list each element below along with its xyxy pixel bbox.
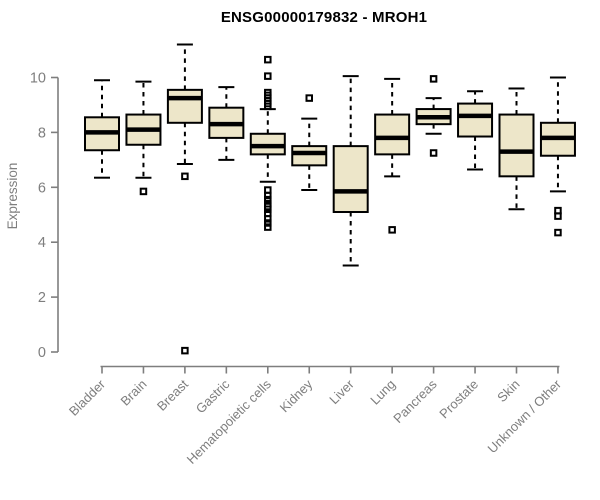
x-tick-label-pancreas: Pancreas bbox=[390, 376, 440, 426]
y-tick-label: 10 bbox=[30, 71, 46, 87]
outlier-point bbox=[264, 191, 272, 200]
iqr-box bbox=[457, 102, 494, 138]
box-group-bladder bbox=[84, 79, 120, 179]
box-group-skin bbox=[498, 87, 535, 211]
x-tick-label-brain: Brain bbox=[117, 377, 149, 409]
x-tick-label-unknown-other: Unknown / Other bbox=[484, 376, 564, 456]
outlier-point bbox=[264, 223, 272, 231]
outlier-point bbox=[429, 149, 438, 157]
box-group-liver bbox=[332, 75, 369, 267]
outlier-point bbox=[181, 346, 189, 355]
outlier-point bbox=[264, 219, 272, 227]
iqr-box bbox=[291, 145, 328, 167]
y-axis-title: Expression bbox=[5, 163, 20, 230]
iqr-box bbox=[374, 113, 411, 156]
outlier-point bbox=[264, 195, 272, 204]
iqr-box bbox=[166, 88, 203, 124]
outlier-point bbox=[429, 75, 438, 83]
box-group-unknown-other bbox=[539, 76, 576, 237]
outlier-point bbox=[305, 94, 313, 102]
x-tick-label-liver: Liver bbox=[326, 376, 357, 407]
box-group-brain bbox=[125, 80, 162, 196]
x-tick-label-prostate: Prostate bbox=[436, 377, 481, 422]
chart-title: ENSG00000179832 - MROH1 bbox=[220, 9, 428, 26]
iqr-box bbox=[498, 113, 535, 178]
outlier-point bbox=[554, 228, 562, 237]
x-tick-label-lung: Lung bbox=[367, 377, 398, 408]
y-tick-label: 2 bbox=[38, 290, 46, 306]
box-group-breast bbox=[166, 43, 203, 355]
box-group-prostate bbox=[457, 90, 494, 171]
y-tick-label: 6 bbox=[38, 180, 46, 196]
box-group-pancreas bbox=[415, 75, 452, 157]
outlier-point bbox=[264, 55, 272, 64]
box-group-hematopoietic-cells bbox=[249, 55, 286, 231]
outlier-point bbox=[181, 172, 189, 181]
outlier-point bbox=[554, 212, 562, 220]
outlier-point bbox=[264, 102, 272, 111]
outlier-point bbox=[264, 72, 272, 80]
y-tick-label: 4 bbox=[38, 235, 46, 251]
x-tick-label-bladder: Bladder bbox=[66, 376, 109, 419]
iqr-box bbox=[332, 145, 369, 214]
x-tick-label-breast: Breast bbox=[154, 376, 191, 413]
y-tick-label: 0 bbox=[38, 345, 46, 361]
box-group-kidney bbox=[291, 94, 328, 192]
outlier-point bbox=[139, 187, 148, 196]
box-group-gastric bbox=[208, 86, 245, 161]
x-tick-label-gastric: Gastric bbox=[193, 376, 233, 416]
outlier-point bbox=[264, 205, 272, 214]
outlier-point bbox=[388, 226, 396, 234]
x-tick-label-kidney: Kidney bbox=[277, 376, 316, 415]
box-group-lung bbox=[374, 77, 411, 234]
x-tick-label-skin: Skin bbox=[494, 377, 522, 405]
y-tick-label: 8 bbox=[38, 125, 46, 141]
outlier-point bbox=[264, 215, 272, 223]
